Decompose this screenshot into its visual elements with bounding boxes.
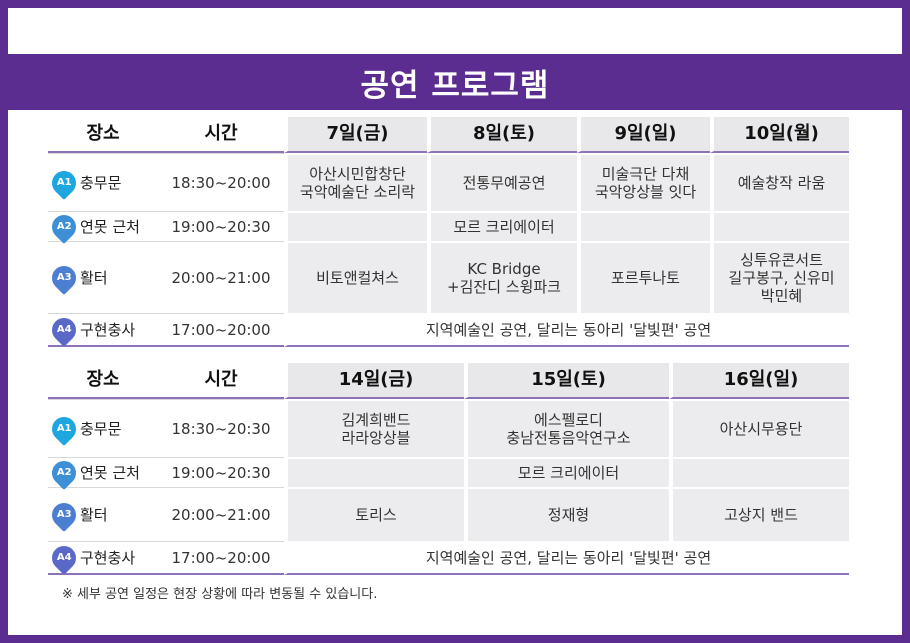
venue-cell: A4 구현충사 xyxy=(47,540,158,575)
performance-cell: 미술극단 다채 국악앙상블 잇다 xyxy=(577,153,710,211)
performance-cell: 아산시무용단 xyxy=(669,399,849,457)
footnote: ※ 세부 공연 일정은 현장 상황에 따라 변동될 수 있습니다. xyxy=(62,587,378,602)
header-day: 9일(일) xyxy=(577,117,710,153)
venue-name: 활터 xyxy=(80,505,108,524)
location-pin-icon: A4 xyxy=(47,540,81,575)
location-pin-icon: A3 xyxy=(47,497,81,532)
table-header-row: 장소 시간 14일(금) 15일(토) 16일(일) xyxy=(48,363,849,399)
performance-cell: 정재형 xyxy=(464,487,669,541)
location-pin-icon: A2 xyxy=(47,455,81,490)
table-row: A3 활터 20:00~21:00 토리스 정재형 고상지 밴드 xyxy=(47,487,849,541)
performance-cell: 전통무예공연 xyxy=(427,153,577,211)
empty-cell xyxy=(710,211,849,241)
location-pin-icon: A4 xyxy=(47,312,81,347)
performance-cell: 비토앤컬쳐스 xyxy=(284,241,427,313)
header-day: 15일(토) xyxy=(464,363,669,399)
location-pin-icon: A2 xyxy=(47,209,81,244)
table-row: A1 충무문 18:30~20:00 아산시민합창단 국악예술단 소리락 전통무… xyxy=(47,153,849,211)
table-row: A3 활터 20:00~21:00 비토앤컬쳐스 KC Bridge +김잔디 … xyxy=(47,241,849,313)
venue-name: 충무문 xyxy=(80,419,122,438)
header-time: 시간 xyxy=(158,117,284,153)
header-day: 14일(금) xyxy=(284,363,464,399)
venue-cell: A3 활터 xyxy=(47,241,158,313)
table-row: A2 연못 근처 19:00~20:30 모르 크리에이터 xyxy=(47,455,849,490)
performance-cell: 고상지 밴드 xyxy=(669,487,849,541)
schedule-table-week1: 장소 시간 7일(금) 8일(토) 9일(일) 10일(월) A1 충무문 18… xyxy=(47,117,849,347)
venue-cell: A1 충무문 xyxy=(47,153,158,211)
table-header-row: 장소 시간 7일(금) 8일(토) 9일(일) 10일(월) xyxy=(48,117,849,153)
venue-cell: A3 활터 xyxy=(47,487,158,541)
venue-cell: A2 연못 근처 xyxy=(47,209,158,244)
location-pin-icon: A3 xyxy=(47,260,81,295)
performance-cell: 싱투유콘서트 길구봉구, 신유미 박민혜 xyxy=(710,241,849,313)
performance-cell: 김계희밴드 라라앙상블 xyxy=(284,399,464,457)
venue-name: 연못 근처 xyxy=(80,463,140,482)
page-title: 공연 프로그램 xyxy=(8,54,902,110)
venue-name: 연못 근처 xyxy=(80,217,140,236)
location-pin-icon: A1 xyxy=(47,411,81,446)
empty-cell xyxy=(669,457,849,487)
time-cell: 18:30~20:00 xyxy=(158,153,284,211)
venue-cell: A1 충무문 xyxy=(47,399,158,457)
performance-cell: 지역예술인 공연, 달리는 동아리 '달빛편' 공연 xyxy=(284,541,849,575)
table-row: A2 연못 근처 19:00~20:30 모르 크리에이터 xyxy=(47,209,849,244)
empty-cell xyxy=(284,457,464,487)
performance-cell: 에스펠로디 충남전통음악연구소 xyxy=(464,399,669,457)
venue-name: 충무문 xyxy=(80,173,122,192)
time-cell: 19:00~20:30 xyxy=(158,211,284,241)
venue-cell: A2 연못 근처 xyxy=(47,455,158,490)
performance-cell: 아산시민합창단 국악예술단 소리락 xyxy=(284,153,427,211)
performance-cell: 포르투나토 xyxy=(577,241,710,313)
header-day: 7일(금) xyxy=(284,117,427,153)
header-place: 장소 xyxy=(48,363,158,399)
location-pin-icon: A1 xyxy=(47,165,81,200)
empty-cell xyxy=(284,211,427,241)
venue-cell: A4 구현충사 xyxy=(47,312,158,347)
header-day: 16일(일) xyxy=(669,363,849,399)
performance-cell: 모르 크리에이터 xyxy=(427,211,577,241)
performance-cell: 예술창작 라움 xyxy=(710,153,849,211)
time-cell: 17:00~20:00 xyxy=(158,313,284,347)
time-cell: 17:00~20:00 xyxy=(158,541,284,575)
table-row: A4 구현충사 17:00~20:00 지역예술인 공연, 달리는 동아리 '달… xyxy=(47,540,849,575)
table-row: A1 충무문 18:30~20:30 김계희밴드 라라앙상블 에스펠로디 충남전… xyxy=(47,399,849,457)
time-cell: 19:00~20:30 xyxy=(158,457,284,487)
performance-cell: 지역예술인 공연, 달리는 동아리 '달빛편' 공연 xyxy=(284,313,849,347)
header-place: 장소 xyxy=(48,117,158,153)
time-cell: 20:00~21:00 xyxy=(158,487,284,541)
empty-cell xyxy=(577,211,710,241)
header-time: 시간 xyxy=(158,363,284,399)
venue-name: 활터 xyxy=(80,268,108,287)
table-row: A4 구현충사 17:00~20:00 지역예술인 공연, 달리는 동아리 '달… xyxy=(47,312,849,347)
venue-name: 구현충사 xyxy=(80,320,136,339)
performance-cell: 모르 크리에이터 xyxy=(464,457,669,487)
performance-cell: 토리스 xyxy=(284,487,464,541)
time-cell: 20:00~21:00 xyxy=(158,241,284,313)
performance-cell: KC Bridge +김잔디 스윙파크 xyxy=(427,241,577,313)
schedule-table-week2: 장소 시간 14일(금) 15일(토) 16일(일) A1 충무문 18:30~… xyxy=(47,363,849,575)
header-day: 8일(토) xyxy=(427,117,577,153)
time-cell: 18:30~20:30 xyxy=(158,399,284,457)
venue-name: 구현충사 xyxy=(80,548,136,567)
header-day: 10일(월) xyxy=(710,117,849,153)
